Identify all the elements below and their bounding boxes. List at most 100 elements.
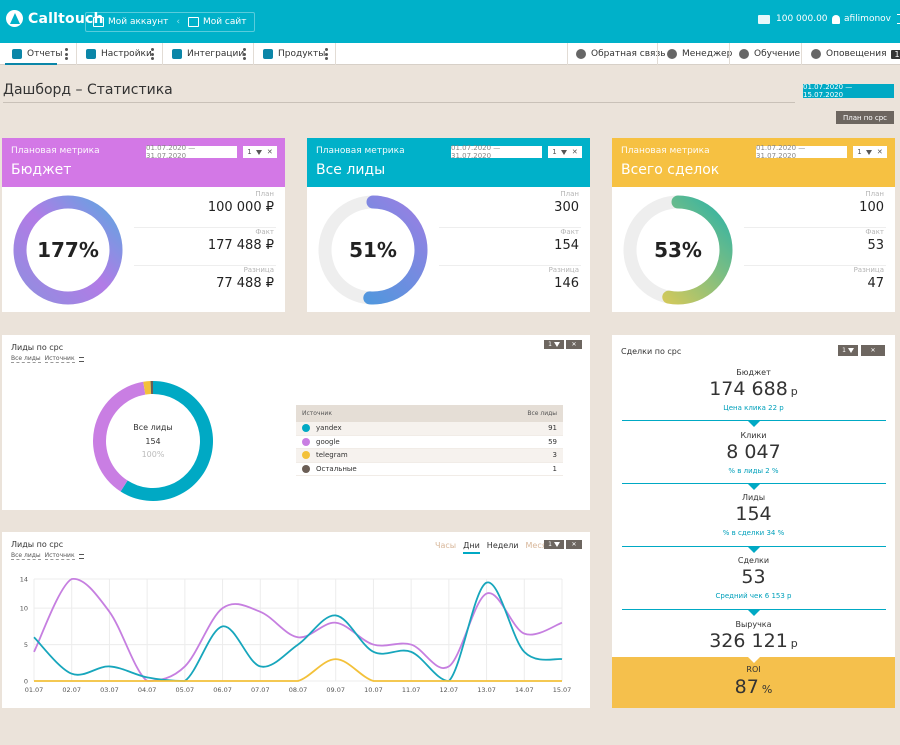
sort-icon[interactable] xyxy=(78,356,84,362)
active-tab-indicator xyxy=(5,63,57,65)
series-line-1 xyxy=(33,581,563,682)
close-button[interactable]: ✕ xyxy=(566,340,582,349)
metric-card-leads: Плановая метрика Все лиды 01.07.2020 — 31.… xyxy=(307,138,590,312)
user-menu[interactable]: afilimonov xyxy=(832,14,900,24)
series-line-0 xyxy=(33,578,563,682)
panel-title: Сделки по срс xyxy=(621,347,682,356)
nav-item-settings[interactable]: Настройки xyxy=(86,43,152,65)
nav-education[interactable]: Обучение xyxy=(739,43,800,65)
nav-item-reports[interactable]: Отчеты xyxy=(12,43,63,65)
table-row[interactable]: google 59 xyxy=(296,436,563,449)
source-filter[interactable]: Источник xyxy=(44,355,75,363)
metric-filter-controls: 1 ✕ xyxy=(853,146,887,158)
close-icon[interactable]: ✕ xyxy=(571,148,578,156)
donut-percent: 177% xyxy=(37,238,99,262)
tab-months[interactable]: Месяцы xyxy=(525,541,559,550)
close-icon: ✕ xyxy=(571,541,577,548)
tab-hours[interactable]: Часы xyxy=(435,541,457,550)
nav-item-integrations[interactable]: Интеграции xyxy=(172,43,244,65)
my-account-button[interactable]: Мой аккаунт xyxy=(86,13,175,31)
close-button[interactable]: ✕ xyxy=(861,345,885,356)
series-line-2 xyxy=(33,658,562,682)
sort-icon[interactable] xyxy=(78,553,84,559)
balance[interactable]: 100 000.00 xyxy=(758,14,828,24)
filter-button[interactable]: 1 xyxy=(544,540,564,549)
metric-date-range[interactable]: 01.07.2020 — 31.07.2020 xyxy=(756,144,847,160)
table-row[interactable]: telegram 3 xyxy=(296,449,563,463)
metric-date-range[interactable]: 01.07.2020 — 31.07.2020 xyxy=(146,144,237,160)
integrations-more-icon[interactable] xyxy=(243,48,246,60)
source-label: google xyxy=(316,437,340,446)
plan-label: План xyxy=(865,190,884,198)
filter-icon xyxy=(553,342,560,347)
legend-dot-icon xyxy=(302,437,310,446)
metric-title: Бюджет xyxy=(11,162,72,178)
x-tick-label: 15.07 xyxy=(553,686,572,694)
stage-label: Сделки xyxy=(737,556,770,565)
fact-value: 154 xyxy=(554,238,579,253)
plan-value: 100 xyxy=(859,200,884,215)
y-tick-label: 0 xyxy=(24,678,28,686)
granularity-tabs: Часы Дни Недели Месяцы xyxy=(435,541,558,554)
wallet-icon xyxy=(758,14,770,24)
all-leads-filter[interactable]: Все лиды xyxy=(11,552,41,560)
diff-value: 146 xyxy=(554,276,579,291)
plan-cpc-button[interactable]: План по cpc xyxy=(836,111,894,124)
all-leads-filter[interactable]: Все лиды xyxy=(11,355,41,363)
pie-slice-google xyxy=(93,381,146,492)
metric-date-range[interactable]: 01.07.2020 — 31.07.2020 xyxy=(451,144,542,160)
filter-button[interactable]: 1 xyxy=(544,340,564,349)
date-range-picker[interactable]: 01.07.2020 — 15.07.2020 xyxy=(803,83,894,99)
reports-more-icon[interactable] xyxy=(65,48,68,60)
filter-icon[interactable] xyxy=(866,149,873,155)
diff-label: Разница xyxy=(243,266,274,274)
reports-icon xyxy=(12,49,22,59)
diff-label: Разница xyxy=(853,266,884,274)
nav-notifications[interactable]: Оповещения 1 xyxy=(811,43,900,65)
top-bar: Calltouch Мой аккаунт ‹ Мой сайт 100 000… xyxy=(0,0,900,43)
table-row[interactable]: Остальные 1 xyxy=(296,463,563,476)
donut-center-percent: 100% xyxy=(141,450,165,459)
my-site-button[interactable]: Мой сайт xyxy=(181,13,254,31)
products-more-icon[interactable] xyxy=(325,48,328,60)
site-icon xyxy=(187,17,199,27)
integrations-icon xyxy=(172,49,182,59)
stage-currency: р xyxy=(790,385,798,398)
filter-count[interactable]: 1 xyxy=(857,148,862,156)
pie-slice-остальные xyxy=(150,381,153,395)
tab-weeks[interactable]: Недели xyxy=(486,541,519,550)
close-button[interactable]: ✕ xyxy=(566,540,582,549)
fact-value: 177 488 ₽ xyxy=(207,238,274,253)
leads-line-panel: Лиды по срс Все лиды Источник Часы Дни Н… xyxy=(2,532,590,708)
progress-donut xyxy=(13,195,123,305)
tab-days[interactable]: Дни xyxy=(463,541,480,554)
logo[interactable]: Calltouch xyxy=(6,10,104,27)
metric-kicker: Плановая метрика xyxy=(621,146,710,156)
panel-filters: Все лиды Источник xyxy=(11,552,84,560)
filter-icon[interactable] xyxy=(561,149,568,155)
metric-row-fact: Факт 53 xyxy=(865,228,884,253)
funnel-divider xyxy=(622,609,886,610)
source-filter[interactable]: Источник xyxy=(44,552,75,560)
filter-count[interactable]: 1 xyxy=(552,148,557,156)
logout-icon[interactable] xyxy=(897,14,900,24)
stage-label: Клики xyxy=(740,431,767,440)
settings-more-icon[interactable] xyxy=(151,48,154,60)
logo-text: Calltouch xyxy=(28,10,104,27)
table-row[interactable]: yandex 91 xyxy=(296,422,563,436)
filter-icon[interactable] xyxy=(256,149,263,155)
calltouch-logo-icon xyxy=(6,10,23,27)
filter-count[interactable]: 1 xyxy=(247,148,252,156)
balance-value: 100 000.00 xyxy=(776,14,828,24)
nav-manager[interactable]: Менеджер xyxy=(667,43,732,65)
source-name: telegram xyxy=(302,451,348,460)
stage-number: 326 121 xyxy=(709,630,788,652)
progress-donut xyxy=(623,195,733,305)
metric-card-deals: Плановая метрика Всего сделок 01.07.2020 —… xyxy=(612,138,895,312)
x-tick-label: 04.07 xyxy=(138,686,157,694)
close-icon[interactable]: ✕ xyxy=(876,148,883,156)
filter-button[interactable]: 1 xyxy=(838,345,858,356)
nav-item-products[interactable]: Продукты xyxy=(263,43,325,65)
nav-feedback[interactable]: Обратная связь xyxy=(576,43,666,65)
close-icon[interactable]: ✕ xyxy=(266,148,273,156)
